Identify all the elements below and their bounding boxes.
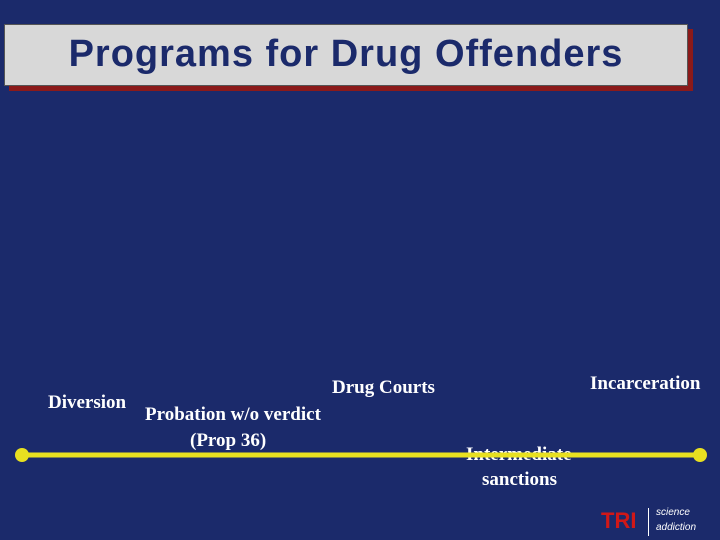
timeline-end	[15, 448, 29, 462]
timeline-label: sanctions	[482, 469, 557, 490]
title: Programs for Drug Offenders	[68, 33, 624, 75]
logo-divider	[648, 508, 649, 536]
logo-text: science	[656, 507, 690, 518]
timeline-label: (Prop 36)	[190, 430, 267, 451]
logo-mark: TRI	[601, 508, 637, 533]
timeline-label: Diversion	[48, 392, 127, 413]
timeline-end	[693, 448, 707, 462]
timeline-label: Incarceration	[590, 373, 701, 394]
logo-text: addiction	[656, 522, 697, 533]
title-box: Programs for Drug Offenders	[4, 24, 688, 86]
timeline-label: Drug Courts	[332, 377, 435, 398]
timeline-label: Probation w/o verdict	[145, 404, 321, 425]
